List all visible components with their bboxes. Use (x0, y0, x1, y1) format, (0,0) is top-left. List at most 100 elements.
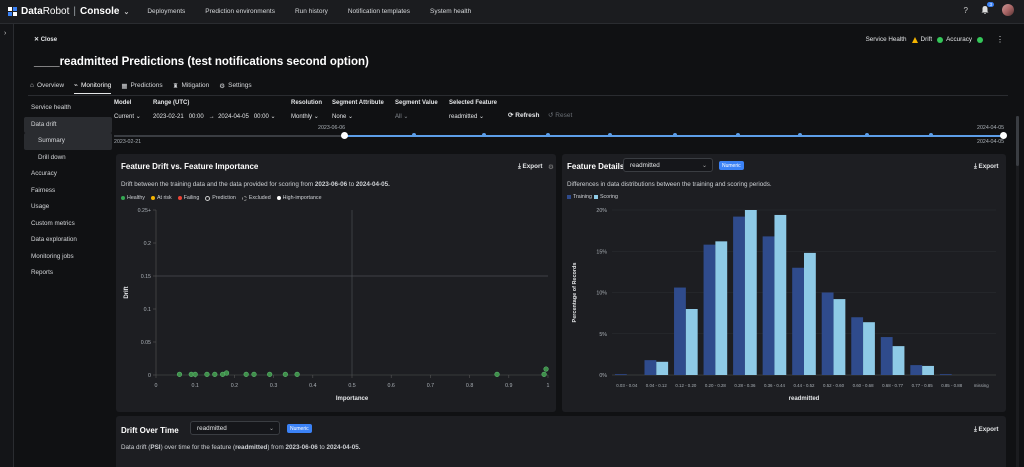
datarobot-logo-icon (8, 6, 17, 16)
selected-feature-select[interactable]: readmitted ⌄ (449, 113, 497, 120)
timeline-point (736, 133, 740, 137)
trophy-icon: ♜ (172, 82, 179, 90)
timeline-point (412, 133, 416, 137)
feature-drift-scatter-chart: 0 0.05 0.1 0.15 0.2 0.25+ 0 0.1 0.2 0.3 0.4 0.5 0.6 0… (124, 208, 550, 402)
segment-attribute-filter[interactable]: Segment Attribute None ⌄ (332, 100, 384, 120)
legend-at-risk[interactable]: At risk (150, 195, 172, 201)
sidebar-item-summary[interactable]: Summary (24, 133, 112, 150)
sidebar-item-fairness[interactable]: Fairness (31, 186, 56, 194)
close-button[interactable]: ✕ Close (34, 37, 58, 43)
feature-details-select-value: readmitted (630, 162, 660, 169)
timeline-start-label: 2023-02-21 (114, 139, 142, 145)
chevron-down-icon[interactable]: ⌄ (123, 8, 130, 16)
page-title: ____readmitted Predictions (test notific… (34, 56, 369, 68)
nav-system-health[interactable]: System health (430, 8, 472, 15)
range-start-date[interactable]: 2023-02-21 (153, 114, 184, 120)
feature-details-select[interactable]: readmitted ⌄ (623, 158, 713, 172)
y-tick-label: 0.1 (144, 307, 151, 313)
reset-button[interactable]: ↺ Reset (548, 111, 572, 119)
sidebar-item-service-health[interactable]: Service health (31, 104, 71, 111)
legend-healthy[interactable]: Healthy (121, 195, 145, 201)
chevron-down-icon: ⌄ (348, 114, 354, 120)
training-bar (762, 236, 775, 375)
segment-attribute-select[interactable]: None ⌄ (332, 113, 384, 120)
tab-predictions[interactable]: ▦ Predictions (121, 81, 162, 94)
drift-over-time-select[interactable]: readmitted ⌄ (190, 421, 280, 435)
model-filter[interactable]: Model Current ⌄ (114, 100, 141, 120)
legend-excluded[interactable]: Excluded (241, 195, 271, 201)
tab-label: Monitoring (80, 81, 112, 89)
feature-details-export-button[interactable]: ⤓ Export (974, 163, 999, 170)
sidebar-item-custom-metrics[interactable]: Custom metrics (31, 219, 75, 227)
sidebar-item-reports[interactable]: Reports (31, 269, 54, 276)
timeline-start-handle[interactable] (341, 131, 348, 139)
sidebar-item-drill-down[interactable]: Drill down (38, 153, 66, 161)
legend-training[interactable]: Training (567, 194, 592, 200)
range-start-time[interactable]: 00:00 (188, 114, 204, 120)
feature-drift-export-button[interactable]: ⤓ Export (518, 163, 543, 170)
sidebar-item-data-drift[interactable]: Data drift (24, 116, 112, 133)
feature-drift-title: Feature Drift vs. Feature Importance (121, 162, 259, 171)
nav-run-history[interactable]: Run history (294, 8, 328, 15)
tab-monitoring[interactable]: ⌁ Monitoring (74, 81, 112, 94)
expand-sidebar-icon[interactable]: › (4, 30, 7, 37)
page-scrollbar[interactable] (1016, 116, 1019, 467)
nav-deployments[interactable]: Deployments (147, 8, 186, 15)
notifications-button[interactable]: 3 (980, 2, 994, 15)
model-select[interactable]: Current ⌄ (114, 113, 141, 120)
user-avatar[interactable] (1002, 4, 1014, 16)
notification-count-badge: 3 (987, 2, 994, 7)
drift-over-time-description: Data drift (PSI) over time for the featu… (121, 444, 360, 451)
segment-value-value: All (395, 114, 402, 120)
timeline-end-handle[interactable] (1000, 131, 1007, 139)
legend-prediction[interactable]: Prediction (205, 195, 236, 201)
sidebar-item-usage[interactable]: Usage (31, 203, 50, 210)
main-content: ✕ Close Service Health Drift Accuracy ⋮ … (14, 24, 1024, 467)
legend-scoring[interactable]: Scoring (593, 194, 618, 200)
model-label: Model (114, 100, 132, 106)
legend-high-importance[interactable]: High-importance (276, 195, 322, 201)
chevron-down-icon: ⌄ (268, 426, 274, 432)
range-end-time[interactable]: 00:00 (253, 114, 269, 120)
legend-label: Prediction (212, 195, 236, 201)
training-bar (674, 287, 686, 375)
segment-value-filter[interactable]: Segment Value All ⌄ (395, 100, 438, 120)
nav-prediction-environments[interactable]: Prediction environments (205, 8, 275, 15)
resolution-filter[interactable]: Resolution Monthly ⌄ (291, 100, 322, 120)
drift-over-time-export-button[interactable]: ⤓ Export (974, 426, 999, 433)
tab-mitigation[interactable]: ♜ Mitigation (173, 81, 210, 94)
datarobot-logo[interactable]: Data Robot | Console ⌄ (8, 6, 129, 17)
desc-prefix: Data drift ( (121, 444, 151, 451)
timeline-point (798, 133, 802, 137)
timeline-point (929, 133, 933, 137)
segment-value-select[interactable]: All ⌄ (395, 113, 438, 120)
refresh-button[interactable]: ⟳ Refresh (508, 111, 539, 119)
filter-bar: Model Current ⌄ Range (UTC) 2023-02-21 0… (114, 100, 1014, 122)
drift-data-point (243, 371, 249, 377)
x-tick-label: 0.60 - 0.68 (853, 383, 875, 388)
scoring-bar (774, 214, 787, 375)
scrollbar-thumb[interactable] (1016, 116, 1019, 166)
range-end-date[interactable]: 2024-04-05 (218, 114, 249, 120)
nav-notification-templates[interactable]: Notification templates (347, 8, 410, 15)
selected-feature-filter[interactable]: Selected Feature readmitted ⌄ (449, 100, 497, 120)
gear-icon[interactable]: ⚙ (548, 164, 554, 171)
chart-line-icon: ⌁ (74, 82, 78, 89)
help-icon[interactable]: ? (963, 5, 968, 15)
segment-attribute-label: Segment Attribute (332, 100, 384, 106)
x-tick-label: 0.12 - 0.20 (675, 383, 697, 388)
drift-data-point (204, 371, 210, 377)
x-tick-label: 0.04 - 0.12 (646, 383, 668, 388)
resolution-select[interactable]: Monthly ⌄ (291, 113, 322, 120)
tab-settings[interactable]: ⚙ Settings (219, 81, 251, 94)
legend-failing[interactable]: Failing (177, 195, 199, 201)
numeric-badge: Numeric (287, 424, 312, 433)
sidebar-item-data-exploration[interactable]: Data exploration (31, 236, 77, 243)
more-options-icon[interactable]: ⋮ (996, 35, 1004, 44)
sidebar-item-accuracy[interactable]: Accuracy (31, 170, 57, 177)
tab-overview[interactable]: ⌂ Overview (30, 81, 64, 94)
console-menu[interactable]: Console (79, 6, 120, 17)
tab-label: Overview (36, 82, 65, 89)
sidebar-item-monitoring-jobs[interactable]: Monitoring jobs (31, 252, 74, 260)
y-tick-label: 20% (596, 208, 607, 214)
